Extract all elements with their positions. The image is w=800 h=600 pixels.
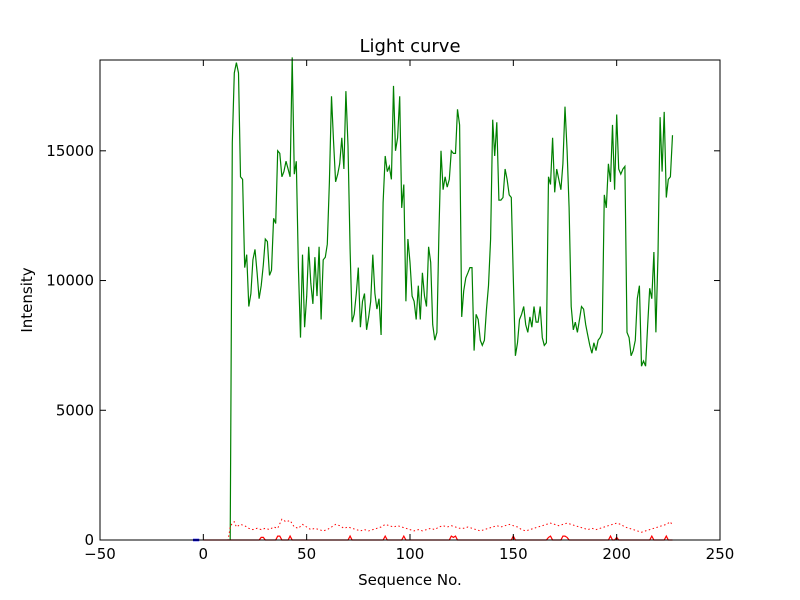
y-tick-label: 5000 bbox=[56, 401, 94, 419]
series-line-2 bbox=[203, 534, 673, 541]
x-tick-label: 0 bbox=[199, 545, 209, 563]
x-tick-label: −50 bbox=[84, 545, 116, 563]
series-line-0 bbox=[229, 57, 674, 541]
series-line-1 bbox=[203, 518, 673, 541]
y-tick-label: 10000 bbox=[46, 272, 94, 290]
x-tick-label: 150 bbox=[499, 545, 528, 563]
y-tick-label: 15000 bbox=[46, 142, 94, 160]
plot-frame bbox=[99, 59, 721, 541]
x-tick-label: 250 bbox=[706, 545, 735, 563]
x-tick-label: 200 bbox=[602, 545, 631, 563]
x-tick-label: 50 bbox=[297, 545, 316, 563]
plot-area bbox=[193, 57, 674, 542]
chart-title: Light curve bbox=[359, 36, 460, 57]
x-axis-label: Sequence No. bbox=[358, 571, 462, 589]
x-tick-label: 100 bbox=[396, 545, 425, 563]
y-axis-label: Intensity bbox=[18, 267, 36, 332]
y-tick-label: 0 bbox=[84, 531, 94, 549]
